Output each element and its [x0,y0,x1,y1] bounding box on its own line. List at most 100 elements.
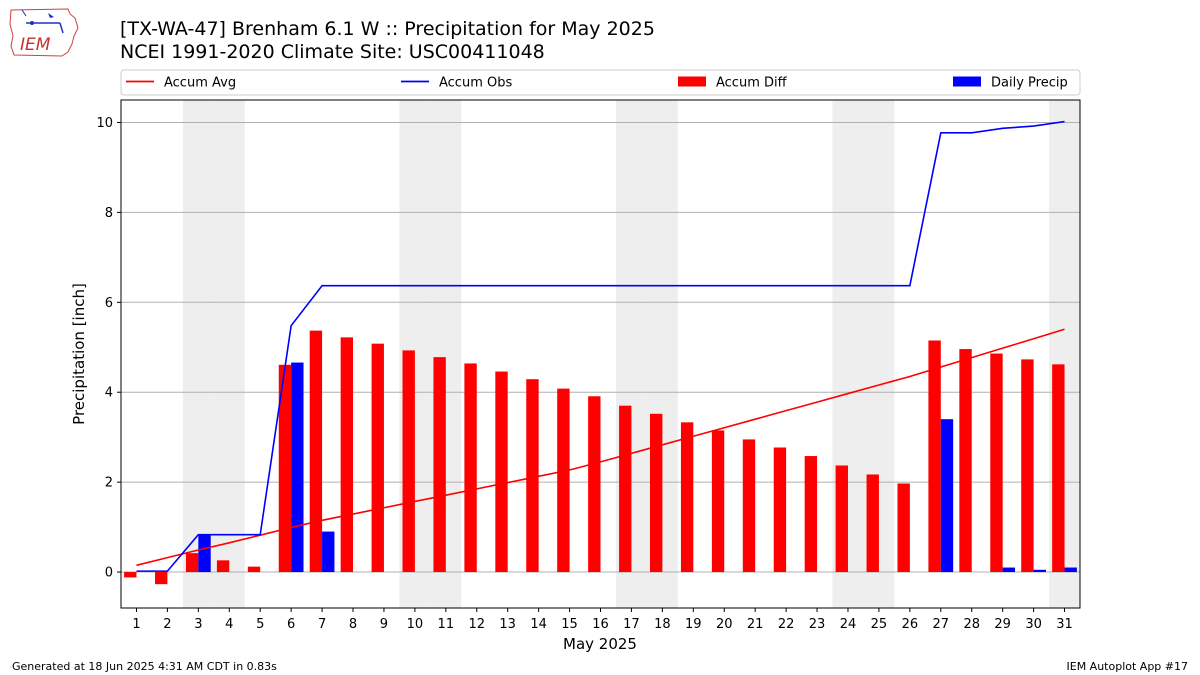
daily-precip-bars [198,362,1077,573]
daily-precip-bar-day-6 [291,362,304,573]
x-axis-label: May 2025 [563,635,637,653]
x-tick-label-15: 15 [561,617,578,632]
daily-precip-bar-day-29 [1002,567,1016,573]
accum-diff-bar-day-1 [124,572,137,578]
chart-title-line2: NCEI 1991-2020 Climate Site: USC00411048 [120,41,545,63]
accum-diff-bar-day-10 [402,350,415,573]
daily-precip-bar-day-7 [322,531,335,573]
x-tick-label-29: 29 [994,617,1011,632]
legend-label-accum-obs: Accum Obs [439,76,512,91]
iowa-state-outline-icon: IEM [9,8,79,57]
accum-diff-bar-day-25 [866,474,879,573]
x-tick-label-21: 21 [747,617,764,632]
y-tick-label-2: 2 [105,476,113,491]
legend-swatch-daily-precip [953,76,981,87]
accum-diff-bar-day-20 [711,430,725,573]
x-tick-label-2: 2 [163,617,171,632]
daily-precip-bar-day-31 [1064,567,1077,573]
x-tick-label-8: 8 [349,617,357,632]
x-tick-label-26: 26 [902,617,919,632]
accum-diff-bar-day-14 [526,379,539,573]
accum-diff-bar-day-22 [773,447,787,573]
accum-diff-bar-day-9 [371,343,384,573]
x-tick-label-1: 1 [132,617,140,632]
accum-diff-bar-day-8 [340,337,354,573]
y-tick-label-0: 0 [105,566,113,581]
accum-diff-bar-day-18 [649,413,663,573]
daily-precip-bar-day-30 [1033,569,1046,573]
x-tick-label-28: 28 [963,617,980,632]
accum-diff-bar-day-30 [1021,359,1034,573]
x-tick-label-20: 20 [716,617,733,632]
x-tick-label-27: 27 [933,617,950,632]
accum-diff-bar-day-6 [278,364,292,573]
accum-diff-bar-day-19 [680,422,694,573]
accum-diff-bar-day-31 [1052,364,1065,573]
x-tick-label-18: 18 [654,617,671,632]
accum-diff-bar-day-29 [990,353,1003,573]
x-tick-label-7: 7 [318,617,326,632]
x-tick-label-5: 5 [256,617,264,632]
daily-precip-bar-day-3 [198,535,211,573]
accum-diff-bar-day-16 [588,396,601,573]
x-tick-label-30: 30 [1025,617,1042,632]
x-tick-label-25: 25 [871,617,888,632]
chart-title-line1: [TX-WA-47] Brenham 6.1 W :: Precipitatio… [120,18,655,40]
iem-logo: IEM [8,6,80,60]
accum-diff-bar-day-24 [835,465,848,573]
accum-diff-bars [124,330,1065,585]
y-tick-label-6: 6 [105,296,113,311]
generated-timestamp: Generated at 18 Jun 2025 4:31 AM CDT in … [12,660,277,673]
accum-diff-bar-day-28 [959,349,972,573]
accum-diff-bar-day-17 [619,405,632,573]
accum-diff-bar-day-23 [804,456,818,573]
legend-label-accum-diff: Accum Diff [716,76,788,91]
x-tick-label-11: 11 [438,617,455,632]
accum-lines [136,120,1065,572]
y-tick-label-4: 4 [105,386,113,401]
autoplot-app-label: IEM Autoplot App #17 [1066,660,1189,673]
accum-diff-bar-day-15 [557,388,570,573]
daily-precip-bar-day-27 [940,419,954,573]
weekend-band-day-4 [213,100,245,608]
x-tick-label-31: 31 [1056,617,1073,632]
accum-avg-line [136,328,1065,567]
y-axis-label: Precipitation [inch] [70,283,88,425]
accum-diff-bar-day-3 [185,553,199,573]
x-tick-label-13: 13 [499,617,516,632]
x-tick-label-17: 17 [623,617,640,632]
chart-title: [TX-WA-47] Brenham 6.1 W :: Precipitatio… [120,18,655,64]
x-tick-label-16: 16 [592,617,609,632]
accum-diff-bar-day-21 [742,439,756,573]
x-axis: 1 2 3 4 5 6 7 8 9 10 11 12 13 14 15 16 17 18 19 20 21 22 23 24 2… [132,608,1073,632]
x-tick-label-23: 23 [809,617,826,632]
x-tick-label-19: 19 [685,617,702,632]
accum-diff-bar-day-4 [216,560,230,573]
accum-diff-bar-day-12 [464,363,477,573]
x-tick-label-9: 9 [380,617,388,632]
accum-diff-bar-day-2 [155,572,168,585]
x-tick-label-10: 10 [407,617,424,632]
accum-diff-bar-day-5 [247,566,261,573]
y-tick-label-8: 8 [105,206,113,221]
legend-box [120,69,1081,96]
legend-label-daily-precip: Daily Precip [991,76,1068,91]
accum-diff-bar-day-11 [433,357,446,573]
x-tick-label-4: 4 [225,617,233,632]
x-tick-label-14: 14 [530,617,547,632]
legend-label-accum-avg: Accum Avg [164,76,236,91]
accum-diff-bar-day-27 [928,340,941,573]
logo-text: IEM [20,35,51,55]
accum-obs-line [136,120,1065,572]
y-axis: 0 2 4 6 8 10 [96,116,121,581]
y-tick-label-10: 10 [96,116,113,131]
x-tick-label-6: 6 [287,617,295,632]
accum-diff-bar-day-7 [309,330,323,573]
legend-swatch-accum-diff [678,76,706,87]
x-tick-label-12: 12 [468,617,485,632]
accum-diff-bar-day-13 [495,371,508,573]
x-tick-label-24: 24 [840,617,857,632]
legend: Accum Avg Accum Obs Accum Diff Daily Precip [120,69,1081,96]
accum-diff-bar-day-26 [897,483,910,573]
